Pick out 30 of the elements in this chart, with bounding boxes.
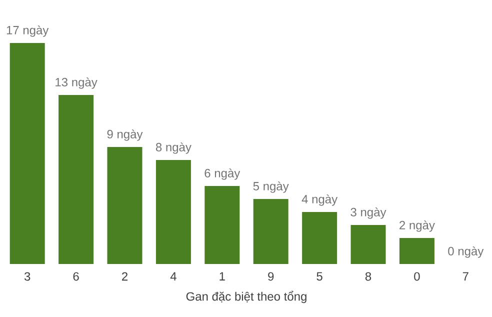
data-label: 4 ngày [302, 194, 338, 206]
x-tick-label: 7 [462, 272, 468, 280]
data-label: 17 ngày [6, 25, 49, 37]
bar [10, 43, 45, 264]
x-tick-label: 3 [24, 272, 30, 281]
bar [399, 238, 434, 264]
bar [156, 160, 191, 264]
bar [107, 147, 142, 264]
data-label: 3 ngày [350, 207, 386, 219]
x-tick-label: 8 [365, 272, 372, 281]
x-tick-label: 5 [316, 272, 322, 281]
bar [253, 199, 288, 264]
x-tick-label: 1 [220, 272, 225, 280]
bar [302, 212, 338, 264]
x-axis-title: Gan đặc biệt theo tổng [186, 290, 306, 304]
data-label: 8 ngày [156, 142, 192, 154]
data-label: 0 ngày [448, 246, 484, 258]
data-label: 5 ngày [253, 181, 289, 193]
bar [58, 95, 94, 264]
x-tick-label: 2 [122, 272, 128, 281]
x-tick-label: 4 [170, 272, 176, 280]
data-label: 13 ngày [56, 77, 98, 89]
data-label: 9 ngày [107, 129, 143, 141]
data-label: 6 ngày [204, 168, 240, 180]
x-tick-label: 6 [73, 272, 79, 281]
data-label: 2 ngày [400, 220, 435, 232]
bar [204, 186, 240, 264]
x-tick-label: 0 [414, 272, 420, 281]
bar [350, 225, 386, 264]
x-tick-label: 9 [268, 272, 274, 281]
